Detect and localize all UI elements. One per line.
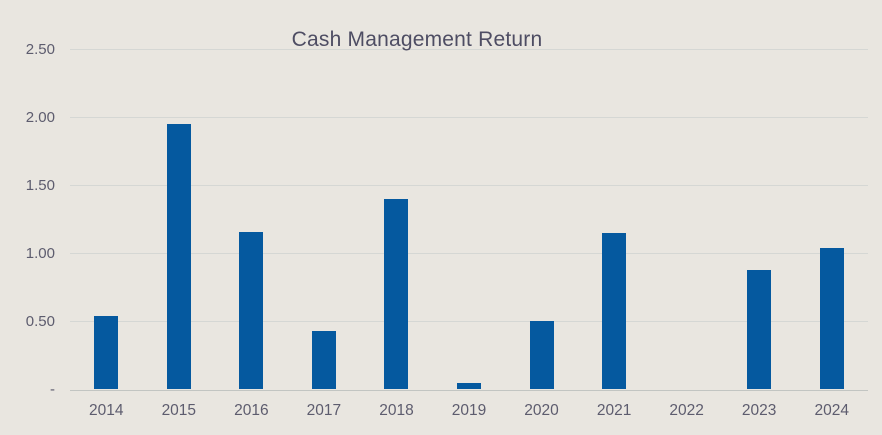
- y-tick-label: 0.50: [25, 312, 55, 330]
- gridline: [70, 49, 868, 50]
- bar-2016: [239, 231, 264, 390]
- x-axis-line: [70, 389, 868, 391]
- bar-2019: [457, 382, 481, 390]
- bar-2021: [602, 232, 627, 390]
- x-tick-label: 2018: [379, 402, 414, 419]
- bar-2020: [529, 321, 554, 390]
- gridline: [70, 253, 868, 255]
- x-tick-label: 2015: [161, 402, 197, 419]
- gridline: [70, 321, 868, 323]
- y-tick-label: 1.00: [25, 244, 55, 262]
- x-tick-label: 2024: [814, 402, 849, 419]
- y-tick-label: 2.50: [25, 40, 55, 58]
- gridline: [70, 185, 868, 187]
- x-tick-label: 2022: [669, 402, 704, 419]
- bar-2018: [384, 198, 409, 390]
- bar-2015: [166, 123, 191, 390]
- y-tick-label: 1.50: [25, 176, 55, 194]
- x-tick-label: 2020: [524, 402, 559, 419]
- bar-2014: [94, 315, 119, 390]
- y-tick-label: 2.00: [25, 108, 55, 126]
- chart-title: Cash Management Return: [291, 28, 543, 51]
- x-tick-label: 2017: [306, 402, 342, 419]
- x-tick-label: 2021: [596, 402, 632, 419]
- bar-2017: [311, 330, 336, 390]
- y-tick-label: -: [50, 381, 55, 398]
- x-tick-label: 2023: [741, 402, 777, 419]
- bar-2023: [747, 269, 772, 390]
- x-tick-label: 2016: [234, 402, 269, 419]
- x-tick-label: 2019: [451, 402, 487, 419]
- bar-2024: [819, 247, 844, 390]
- gridline: [70, 117, 868, 119]
- x-tick-label: 2014: [89, 402, 124, 419]
